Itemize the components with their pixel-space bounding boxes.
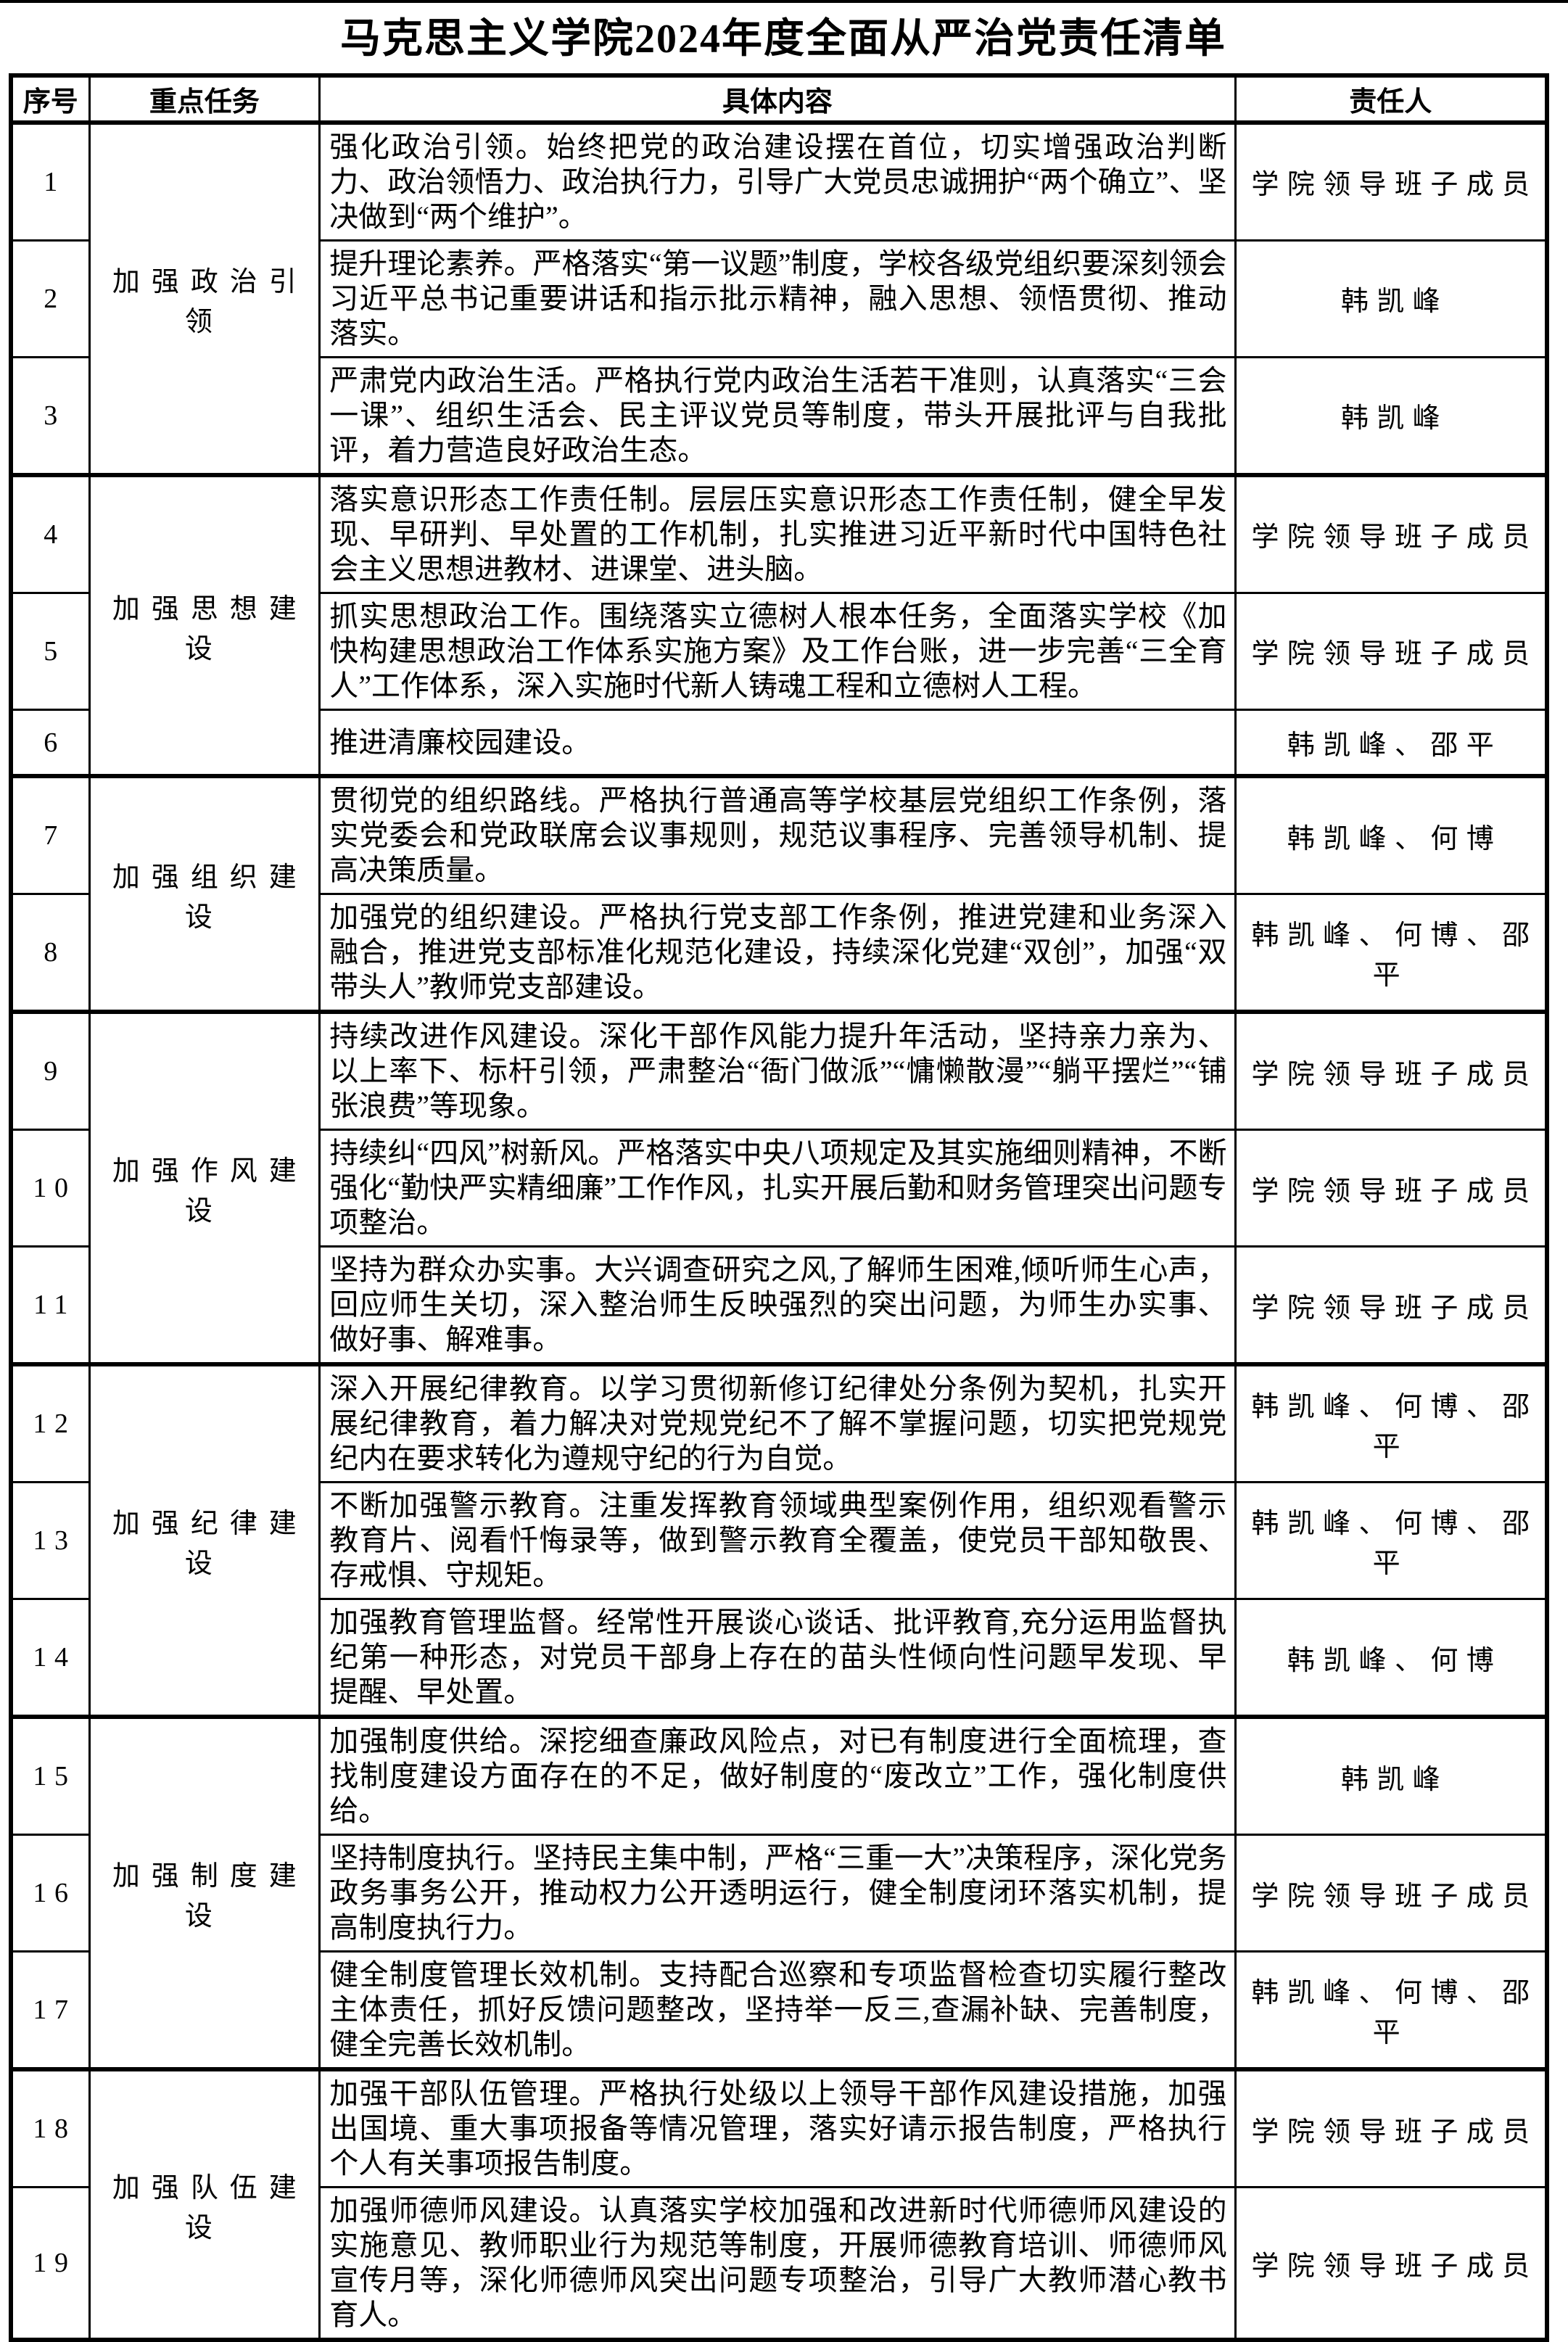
content-cell: 加强师德师风建设。认真落实学校加强和改进新时代师德师风建设的实施意见、教师职业行… [318, 2186, 1237, 2341]
key-task-cell: 加强纪律建设 [88, 1362, 321, 1718]
key-task-cell: 加强思想建设 [88, 472, 321, 778]
person-cell: 学院领导班子成员 [1234, 1245, 1548, 1366]
row-number-cell: 13 [9, 1481, 91, 1601]
key-task-cell: 加强制度建设 [88, 1715, 321, 2071]
table-row: 7 加强组织建设 贯彻党的组织路线。严格执行普通高等学校基层党组织工作条例，落实党委… [9, 774, 1548, 1013]
row-number-cell: 4 [9, 472, 91, 594]
page-title: 马克思主义学院2024年度全面从严治党责任清单 [340, 17, 1226, 62]
page-top-edge [0, 0, 1568, 3]
person-cell: 韩凯峰、何博 [1234, 1598, 1548, 1718]
table-row: 4 加强思想建设 落实意识形态工作责任制。层层压实意识形态工作责任制，健全早发现、早… [9, 472, 1548, 778]
table-row: 16 坚持制度执行。坚持民主集中制，严格“三重一大”决策程序，深化党务政务事务公开… [9, 1834, 1548, 1953]
content-cell: 持续纠“四风”树新风。严格落实中央八项规定及其实施细则精神，不断强化“勤快严实精… [318, 1129, 1237, 1248]
table-row: 14 加强教育管理监督。经常性开展谈心谈话、批评教育,充分运用监督执纪第一种形态，… [9, 1598, 1548, 1718]
row-number-cell: 18 [9, 2067, 91, 2189]
content-cell: 加强制度供给。深挖细查廉政风险点，对已有制度进行全面梳理，查找制度建设方面存在的… [318, 1715, 1237, 1836]
person-cell: 韩凯峰 [1234, 239, 1548, 358]
content-cell: 贯彻党的组织路线。严格执行普通高等学校基层党组织工作条例，落实党委会和党政联席会… [318, 774, 1237, 896]
person-cell: 学院领导班子成员 [1234, 591, 1548, 711]
person-cell: 韩凯峰 [1234, 355, 1548, 477]
row-number-cell: 7 [9, 774, 91, 896]
person-cell: 学院领导班子成员 [1234, 120, 1548, 242]
content-cell: 加强干部队伍管理。严格执行处级以上领导干部作风建设措施，加强出国境、重大事项报备… [318, 2067, 1237, 2189]
person-cell: 学院领导班子成员 [1234, 1010, 1548, 1131]
column-header-content: 具体内容 [318, 74, 1237, 124]
person-cell: 韩凯峰 [1234, 1715, 1548, 1836]
content-cell: 提升理论素养。严格落实“第一议题”制度，学校各级党组织要深刻领会习近平总书记重要… [318, 239, 1237, 358]
content-cell: 不断加强警示教育。注重发挥教育领域典型案例作用，组织观看警示教育片、阅看忏悔录等… [318, 1481, 1237, 1601]
table-row: 2 提升理论素养。严格落实“第一议题”制度，学校各级党组织要深刻领会习近平总书记重… [9, 239, 1548, 358]
responsibility-table: 序号 重点任务 具体内容 责任人 1 加强政治引领 强化政治引领。始终把党的政治建设… [9, 73, 1549, 2342]
content-cell: 加强党的组织建设。严格执行党支部工作条例，推进党建和业务深入融合，推进党支部标准… [318, 893, 1237, 1013]
person-cell: 学院领导班子成员 [1234, 1834, 1548, 1953]
person-cell: 学院领导班子成员 [1234, 2186, 1548, 2341]
person-cell: 韩凯峰、邵平 [1234, 708, 1548, 778]
person-cell: 学院领导班子成员 [1234, 2067, 1548, 2189]
person-cell: 学院领导班子成员 [1234, 472, 1548, 594]
column-header-person: 责任人 [1234, 74, 1548, 124]
table-row: 15 加强制度建设 加强制度供给。深挖细查廉政风险点，对已有制度进行全面梳理，查找制… [9, 1715, 1548, 2071]
key-task-cell: 加强组织建设 [88, 774, 321, 1013]
row-number-cell: 15 [9, 1715, 91, 1836]
content-cell: 健全制度管理长效机制。支持配合巡察和专项监督检查切实履行整改主体责任，抓好反馈问… [318, 1950, 1237, 2071]
person-cell: 韩凯峰、何博、邵平 [1234, 1950, 1548, 2071]
row-number-cell: 12 [9, 1362, 91, 1484]
row-number-cell: 16 [9, 1834, 91, 1953]
row-number-cell: 6 [9, 708, 91, 778]
content-cell: 推进清廉校园建设。 [318, 708, 1237, 778]
table-row: 6 推进清廉校园建设。 韩凯峰、邵平 [9, 708, 1548, 778]
person-cell: 韩凯峰、何博、邵平 [1234, 893, 1548, 1013]
row-number-cell: 19 [9, 2186, 91, 2341]
content-cell: 持续改进作风建设。深化干部作风能力提升年活动，坚持亲力亲为、以上率下、标杆引领，… [318, 1010, 1237, 1131]
table-row: 17 健全制度管理长效机制。支持配合巡察和专项监督检查切实履行整改主体责任，抓好反… [9, 1950, 1548, 2071]
table-row: 5 抓实思想政治工作。围绕落实立德树人根本任务，全面落实学校《加快构建思想政治工作… [9, 591, 1548, 711]
table-body: 1 加强政治引领 强化政治引领。始终把党的政治建设摆在首位，切实增强政治判断力、政治… [9, 120, 1548, 2341]
row-number-cell: 10 [9, 1129, 91, 1248]
content-cell: 落实意识形态工作责任制。层层压实意识形态工作责任制，健全早发现、早研判、早处置的… [318, 472, 1237, 594]
key-task-cell: 加强队伍建设 [88, 2067, 321, 2341]
table-row: 10 持续纠“四风”树新风。严格落实中央八项规定及其实施细则精神，不断强化“勤快严… [9, 1129, 1548, 1248]
key-task-cell: 加强作风建设 [88, 1010, 321, 1366]
content-cell: 加强教育管理监督。经常性开展谈心谈话、批评教育,充分运用监督执纪第一种形态，对党… [318, 1598, 1237, 1718]
table-row: 9 加强作风建设 持续改进作风建设。深化干部作风能力提升年活动，坚持亲力亲为、以上率… [9, 1010, 1548, 1366]
content-cell: 严肃党内政治生活。严格执行党内政治生活若干准则，认真落实“三会一课”、组织生活会… [318, 355, 1237, 477]
content-cell: 坚持制度执行。坚持民主集中制，严格“三重一大”决策程序，深化党务政务事务公开，推… [318, 1834, 1237, 1953]
person-cell: 韩凯峰、何博、邵平 [1234, 1481, 1548, 1601]
table-row: 18 加强队伍建设 加强干部队伍管理。严格执行处级以上领导干部作风建设措施，加强出国… [9, 2067, 1548, 2341]
row-number-cell: 8 [9, 893, 91, 1013]
row-number-cell: 14 [9, 1598, 91, 1718]
table-row: 1 加强政治引领 强化政治引领。始终把党的政治建设摆在首位，切实增强政治判断力、政治… [9, 120, 1548, 477]
row-number-cell: 17 [9, 1950, 91, 2071]
table-header-row: 序号 重点任务 具体内容 责任人 [9, 74, 1548, 124]
content-cell: 抓实思想政治工作。围绕落实立德树人根本任务，全面落实学校《加快构建思想政治工作体… [318, 591, 1237, 711]
row-number-cell: 3 [9, 355, 91, 477]
row-number-cell: 9 [9, 1010, 91, 1131]
person-cell: 学院领导班子成员 [1234, 1129, 1548, 1248]
table-row: 8 加强党的组织建设。严格执行党支部工作条例，推进党建和业务深入融合，推进党支部标… [9, 893, 1548, 1013]
content-cell: 深入开展纪律教育。以学习贯彻新修订纪律处分条例为契机，扎实开展纪律教育，着力解决… [318, 1362, 1237, 1484]
table-row: 12 加强纪律建设 深入开展纪律教育。以学习贯彻新修订纪律处分条例为契机，扎实开展纪… [9, 1362, 1548, 1718]
row-number-cell: 5 [9, 591, 91, 711]
column-header-number: 序号 [9, 74, 91, 124]
table-row: 13 不断加强警示教育。注重发挥教育领域典型案例作用，组织观看警示教育片、阅看忏悔… [9, 1481, 1548, 1601]
person-cell: 韩凯峰、何博 [1234, 774, 1548, 896]
person-cell: 韩凯峰、何博、邵平 [1234, 1362, 1548, 1484]
content-cell: 强化政治引领。始终把党的政治建设摆在首位，切实增强政治判断力、政治领悟力、政治执… [318, 120, 1237, 242]
table-row: 3 严肃党内政治生活。严格执行党内政治生活若干准则，认真落实“三会一课”、组织生活… [9, 355, 1548, 477]
key-task-cell: 加强政治引领 [88, 120, 321, 477]
row-number-cell: 2 [9, 239, 91, 358]
row-number-cell: 1 [9, 120, 91, 242]
column-header-task: 重点任务 [88, 74, 321, 124]
table-row: 11 坚持为群众办实事。大兴调查研究之风,了解师生困难,倾听师生心声，回应师生关切… [9, 1245, 1548, 1366]
row-number-cell: 11 [9, 1245, 91, 1366]
content-cell: 坚持为群众办实事。大兴调查研究之风,了解师生困难,倾听师生心声，回应师生关切，深… [318, 1245, 1237, 1366]
